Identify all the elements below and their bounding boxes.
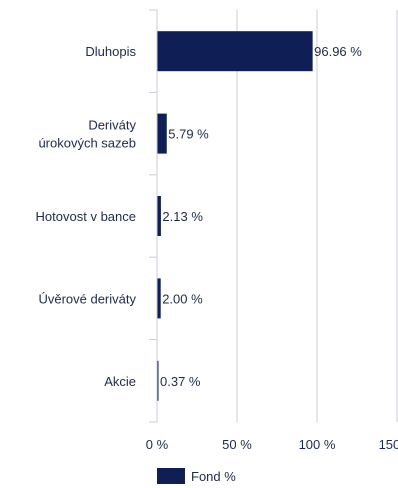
bar	[157, 31, 313, 72]
value-label: 96.96 %	[314, 44, 362, 59]
x-tick-label: 50 %	[222, 437, 252, 452]
x-tick-label: 0 %	[146, 437, 169, 452]
value-label: 0.37 %	[160, 374, 201, 389]
value-label: 2.00 %	[162, 291, 203, 306]
category-label: Akcie	[104, 374, 136, 389]
category-label: Dluhopis	[85, 44, 136, 59]
category-label: Deriváty úrokových sazeb	[38, 118, 136, 151]
x-tick-label: 150 %	[379, 437, 398, 452]
bar	[157, 196, 161, 236]
chart-legend: Fond %	[157, 466, 236, 486]
bar	[157, 360, 159, 401]
x-tick-label: 100 %	[299, 437, 336, 452]
bar	[157, 278, 161, 319]
legend-label: Fond %	[191, 468, 236, 484]
bar	[157, 113, 167, 154]
value-label: 2.13 %	[162, 209, 203, 224]
category-label: Úvěrové deriváty	[38, 291, 136, 306]
legend-swatch	[157, 468, 185, 484]
category-label: Hotovost v bance	[36, 209, 136, 224]
value-label: 5.79 %	[168, 127, 209, 142]
